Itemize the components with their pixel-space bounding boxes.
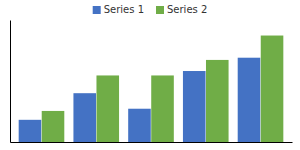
legend-swatch: [93, 6, 101, 14]
bar: [19, 120, 42, 142]
bars: [19, 36, 284, 142]
x-axis-line: [11, 142, 293, 143]
bar: [73, 93, 96, 142]
legend-label: Series 1: [104, 4, 144, 15]
bar: [206, 60, 229, 142]
bar: [183, 71, 206, 142]
y-axis: [10, 21, 11, 143]
legend-label: Series 2: [167, 4, 207, 15]
legend: Series 1 Series 2: [93, 4, 208, 15]
bar: [96, 75, 119, 142]
chart: Series 1 Series 2: [0, 0, 300, 150]
bar: [261, 36, 284, 142]
bar: [238, 58, 261, 142]
legend-item: Series 2: [156, 4, 207, 15]
bar: [42, 111, 65, 142]
series: [42, 36, 284, 142]
legend-item: Series 1: [93, 4, 144, 15]
x-axis: [11, 142, 293, 143]
legend-swatch: [156, 6, 164, 14]
y-axis-line: [10, 21, 11, 143]
series: [19, 58, 261, 142]
bar: [128, 109, 151, 142]
bar: [151, 75, 174, 142]
plot: [11, 21, 293, 143]
